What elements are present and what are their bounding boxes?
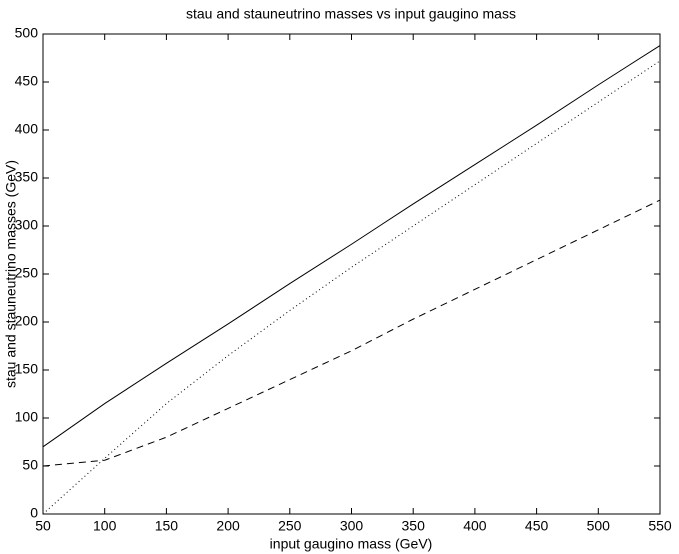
x-tick-label: 400 [463,518,487,534]
series-line [42,199,661,467]
x-tick-label: 500 [587,518,611,534]
x-tick-label: 200 [216,518,240,534]
y-tick-label: 450 [15,73,39,89]
x-tick-label: 350 [402,518,426,534]
x-tick-label: 50 [35,518,51,534]
y-tick-label: 0 [30,505,38,521]
x-tick-label: 450 [525,518,549,534]
y-tick-label: 250 [15,265,39,281]
y-tick-label: 400 [15,121,39,137]
x-tick-label: 550 [648,518,672,534]
y-axis-label: stau and stauneutrino masses (GeV) [3,160,19,388]
y-tick-label: 350 [15,169,39,185]
x-axis-label: input gaugino mass (GeV) [270,536,433,552]
x-tick-label: 100 [93,518,117,534]
series-line [42,60,661,515]
x-tick-label: 300 [340,518,364,534]
x-tick-label: 250 [278,518,302,534]
y-tick-label: 50 [22,457,38,473]
y-tick-label: 100 [15,409,39,425]
y-tick-label: 200 [15,313,39,329]
y-tick-label: 150 [15,361,39,377]
series-line [42,45,661,448]
plot-frame [42,33,661,515]
x-tick-label: 150 [155,518,179,534]
y-tick-label: 300 [15,217,39,233]
chart-title: stau and stauneutrino masses vs input ga… [186,6,516,22]
y-tick-label: 500 [15,25,39,41]
